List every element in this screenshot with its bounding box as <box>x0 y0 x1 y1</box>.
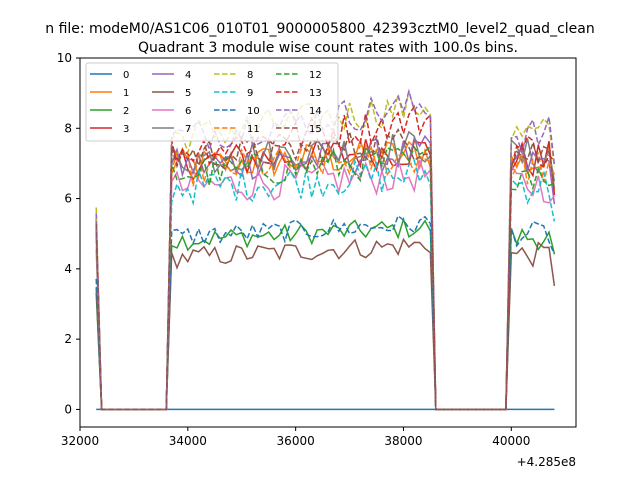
legend-label-12: 12 <box>309 70 322 81</box>
legend-box <box>85 62 339 142</box>
legend-label-4: 4 <box>185 70 191 81</box>
series-line-7 <box>95 130 556 411</box>
legend-label-1: 1 <box>123 88 129 99</box>
legend-label-5: 5 <box>185 88 191 99</box>
plot-frame <box>79 57 577 428</box>
legend-label-8: 8 <box>247 70 253 81</box>
y-tick-label: 2 <box>64 332 72 346</box>
y-tick-label: 8 <box>64 121 72 135</box>
x-tick-label: 36000 <box>277 434 315 448</box>
series-line-2 <box>95 216 556 411</box>
legend-label-3: 3 <box>123 124 129 135</box>
legend-label-9: 9 <box>247 88 253 99</box>
x-tick-label: 32000 <box>61 434 99 448</box>
y-tick-label: 10 <box>57 51 72 65</box>
series-line-5 <box>95 237 556 411</box>
legend-label-2: 2 <box>123 106 129 117</box>
legend-label-15: 15 <box>309 124 322 135</box>
y-tick-label: 6 <box>64 192 72 206</box>
x-tick-label: 34000 <box>169 434 207 448</box>
series-line-9 <box>95 158 556 411</box>
series-line-10 <box>95 214 556 411</box>
series-line-4 <box>95 134 556 411</box>
x-offset-text: +4.285e8 <box>517 455 576 469</box>
y-tick-label: 4 <box>64 262 72 276</box>
y-tick-label: 0 <box>64 402 72 416</box>
series-line-15 <box>95 128 556 411</box>
chart-title: Quadrant 3 module wise count rates with … <box>138 40 518 56</box>
legend-label-6: 6 <box>185 106 191 117</box>
series-line-12 <box>95 144 555 411</box>
legend-label-7: 7 <box>185 124 191 135</box>
x-tick-label: 40000 <box>492 434 530 448</box>
legend-label-14: 14 <box>309 106 322 117</box>
x-tick-label: 38000 <box>384 434 422 448</box>
series-line-11 <box>95 142 556 411</box>
series-line-1 <box>95 137 556 411</box>
series-line-6 <box>95 158 555 411</box>
chart-suptitle: n file: modeM0/AS1C06_010T01_9000005800_… <box>45 21 594 37</box>
legend-label-11: 11 <box>247 124 260 135</box>
legend-label-13: 13 <box>309 88 322 99</box>
legend-label-10: 10 <box>247 106 260 117</box>
series-line-3 <box>95 137 556 411</box>
legend-label-0: 0 <box>123 70 129 81</box>
